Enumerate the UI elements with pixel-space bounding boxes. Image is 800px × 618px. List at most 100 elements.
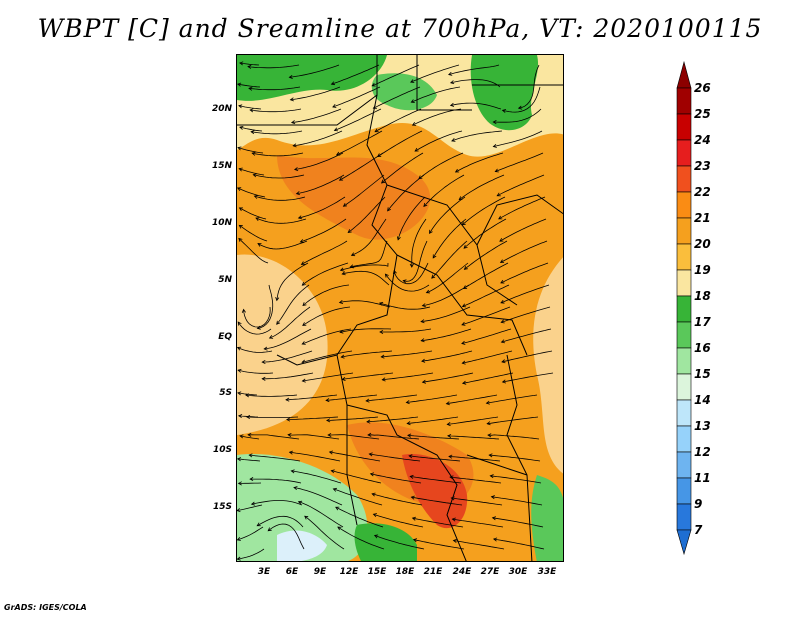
- streamline: [421, 350, 473, 362]
- streamline-arrow: [337, 526, 342, 531]
- streamline: [413, 539, 465, 550]
- streamline: [414, 130, 463, 152]
- streamline: [298, 196, 346, 219]
- streamline: [372, 493, 423, 506]
- streamline-arrow: [450, 496, 455, 501]
- streamline-arrow: [420, 338, 425, 343]
- streamline-arrow: [237, 457, 242, 462]
- lat-label: 5S: [219, 388, 232, 398]
- streamline-arrow: [421, 379, 427, 384]
- streamline: [455, 152, 504, 173]
- streamline: [487, 434, 540, 440]
- streamline-arrow: [237, 146, 242, 151]
- streamline: [237, 526, 264, 541]
- streamline-arrow: [325, 398, 330, 403]
- streamline: [382, 372, 434, 381]
- streamline-arrow: [461, 380, 467, 385]
- streamline: [239, 126, 263, 132]
- streamline: [423, 174, 465, 207]
- lat-label: 15S: [212, 502, 232, 512]
- streamline-arrow: [301, 359, 306, 364]
- streamline: [339, 152, 384, 181]
- streamline: [293, 487, 343, 506]
- streamline-arrow: [448, 454, 453, 459]
- streamline: [248, 86, 301, 91]
- streamline: [490, 475, 542, 484]
- streamline: [462, 350, 513, 364]
- streamline-arrow: [302, 302, 307, 307]
- streamline: [351, 218, 387, 256]
- streamline-arrow: [501, 109, 507, 113]
- streamline-arrow: [498, 215, 503, 220]
- colorbar-swatch: [676, 503, 692, 531]
- streamline-arrow: [335, 506, 340, 511]
- colorbar-label: 18: [694, 289, 711, 303]
- streamline: [446, 394, 498, 405]
- streamline-arrow: [371, 492, 376, 497]
- streamline-arrow: [245, 415, 251, 420]
- streamline: [369, 453, 421, 462]
- streamline: [493, 538, 545, 550]
- streamline: [285, 394, 338, 401]
- streamline-arrow: [406, 421, 411, 426]
- streamline: [487, 416, 539, 425]
- streamline: [249, 454, 301, 462]
- streamline: [255, 217, 307, 224]
- streamline-arrow: [301, 378, 306, 383]
- lat-label: EQ: [218, 332, 232, 342]
- colorbar-bottom-arrow: [676, 529, 692, 556]
- streamline-arrow: [365, 398, 370, 403]
- streamline: [251, 500, 303, 506]
- streamline: [257, 284, 274, 329]
- streamline-arrow: [461, 221, 466, 226]
- streamline: [333, 488, 383, 506]
- streamline: [502, 86, 541, 113]
- streamline: [332, 86, 381, 108]
- streamline-arrow: [485, 400, 490, 405]
- streamline-arrow: [500, 319, 505, 324]
- streamline: [500, 240, 548, 263]
- streamline-arrow: [268, 335, 274, 339]
- field-west-yellow: [237, 254, 328, 435]
- streamline: [377, 130, 423, 157]
- colorbar-label: 25: [694, 107, 711, 121]
- streamline: [411, 496, 463, 506]
- streamline-arrow: [490, 495, 495, 500]
- streamline-arrow: [263, 346, 268, 351]
- streamline-arrow: [285, 397, 290, 402]
- map-panel: [236, 54, 564, 562]
- streamline-arrow: [489, 474, 494, 479]
- streamline-arrow: [381, 377, 386, 382]
- streamline-arrow: [411, 516, 417, 521]
- streamline-arrow: [250, 130, 255, 135]
- streamline: [453, 540, 505, 550]
- streamline: [291, 470, 342, 484]
- streamline: [239, 435, 260, 440]
- streamline: [432, 218, 467, 259]
- streamline-arrow: [239, 434, 244, 439]
- streamline: [264, 328, 312, 350]
- streamline-arrow: [449, 80, 455, 85]
- streamline-arrow: [297, 500, 303, 505]
- streamline: [237, 458, 261, 462]
- streamline-arrow: [257, 243, 262, 247]
- colorbar-swatch: [676, 321, 692, 349]
- streamline-arrow: [500, 279, 505, 284]
- streamline-arrow: [328, 450, 334, 455]
- field-dark-orange-north: [277, 155, 431, 240]
- streamline-arrow: [405, 400, 410, 405]
- streamline: [462, 284, 510, 307]
- streamline-arrow: [432, 254, 437, 259]
- streamline: [246, 416, 299, 418]
- streamline: [237, 83, 261, 88]
- streamline: [302, 262, 349, 286]
- streamline: [450, 102, 502, 110]
- streamline-arrow: [238, 237, 243, 242]
- field-green-southeast: [531, 475, 563, 561]
- streamline-arrow: [237, 346, 242, 351]
- streamline: [239, 168, 265, 176]
- streamline: [374, 108, 422, 133]
- streamline-arrow: [372, 513, 377, 517]
- streamline: [336, 130, 383, 156]
- streamline-arrow: [420, 319, 425, 324]
